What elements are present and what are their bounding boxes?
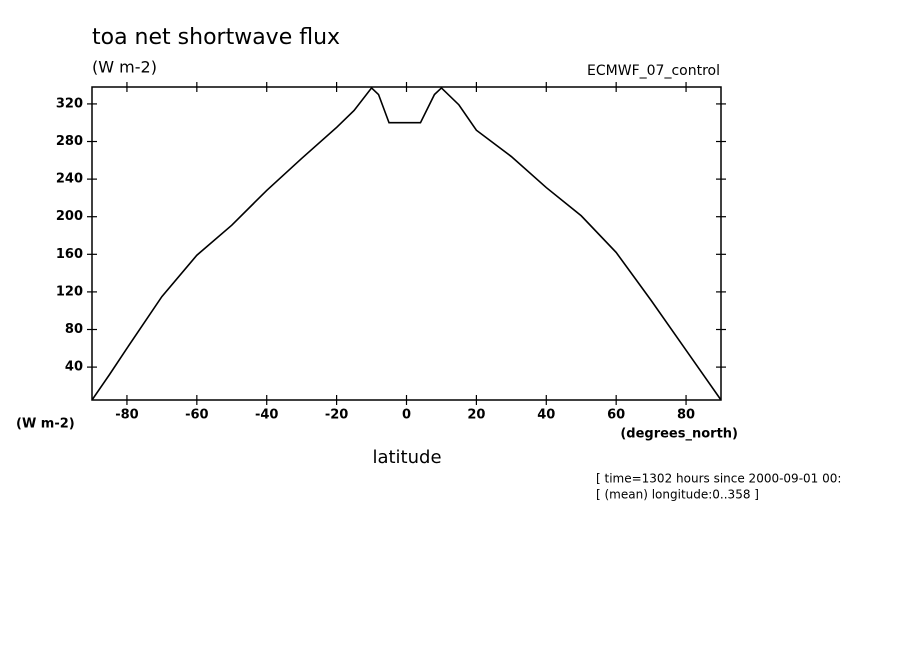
x-tick-label: -40 (255, 408, 279, 423)
y-tick-label: 200 (56, 209, 83, 224)
x-tick-label: -80 (115, 408, 139, 423)
x-axis-title: latitude (372, 447, 441, 468)
units-label: (W m-2) (92, 58, 157, 77)
dataset-label: ECMWF_07_control (587, 63, 720, 79)
y-tick-label: 280 (56, 134, 83, 149)
x-tick-label: -60 (185, 408, 209, 423)
chart-title: toa net shortwave flux (92, 25, 340, 50)
x-tick-label: -20 (325, 408, 349, 423)
y-tick-label: 320 (56, 96, 83, 111)
x-tick-label: 80 (677, 408, 695, 423)
x-units-label: (degrees_north) (620, 427, 738, 442)
x-tick-label: 20 (467, 408, 485, 423)
note: [ time=1302 hours since 2000-09-01 00: (596, 472, 841, 486)
y-tick-label: 40 (65, 360, 83, 375)
x-tick-label: 60 (607, 408, 625, 423)
y-tick-label: 160 (56, 247, 83, 262)
y-tick-label: 240 (56, 172, 83, 187)
y-tick-label: 120 (56, 284, 83, 299)
x-tick-label: 0 (402, 408, 411, 423)
y-tick-label: 80 (65, 322, 83, 337)
data-line (91, 86, 722, 401)
note: [ (mean) longitude:0..358 ] (596, 488, 759, 502)
y-units-label: (W m-2) (16, 417, 75, 432)
x-tick-label: 40 (537, 408, 555, 423)
